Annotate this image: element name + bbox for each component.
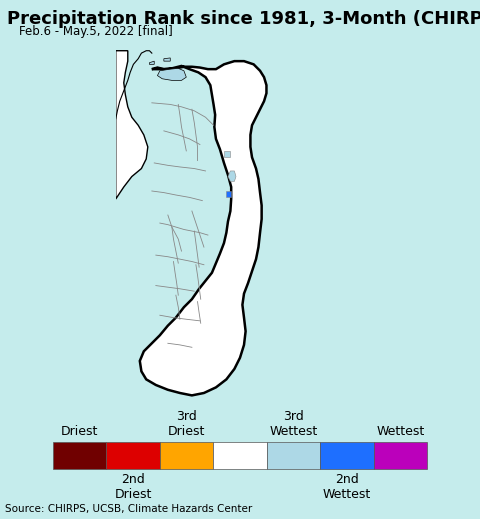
Polygon shape (228, 171, 236, 181)
Bar (160, 442, 213, 469)
Bar (53, 442, 106, 469)
Polygon shape (157, 69, 186, 80)
Bar (320, 442, 374, 469)
Text: 3rd
Driest: 3rd Driest (168, 411, 205, 438)
Bar (267, 442, 320, 469)
Text: 2nd
Wettest: 2nd Wettest (323, 473, 371, 501)
Text: Driest: Driest (61, 425, 98, 438)
Text: 2nd
Driest: 2nd Driest (114, 473, 152, 501)
Polygon shape (227, 191, 231, 197)
Text: Feb.6 - May.5, 2022 [final]: Feb.6 - May.5, 2022 [final] (19, 25, 173, 38)
Bar (374, 442, 427, 469)
Polygon shape (164, 58, 170, 61)
Text: 3rd
Wettest: 3rd Wettest (269, 411, 318, 438)
Text: Wettest: Wettest (376, 425, 425, 438)
Polygon shape (224, 151, 229, 157)
Polygon shape (149, 61, 154, 64)
Bar (106, 442, 160, 469)
Polygon shape (116, 51, 148, 199)
Polygon shape (140, 61, 266, 395)
Text: Precipitation Rank since 1981, 3-Month (CHIRPS): Precipitation Rank since 1981, 3-Month (… (7, 10, 480, 28)
Bar (213, 442, 267, 469)
Text: Source: CHIRPS, UCSB, Climate Hazards Center: Source: CHIRPS, UCSB, Climate Hazards Ce… (5, 503, 252, 514)
